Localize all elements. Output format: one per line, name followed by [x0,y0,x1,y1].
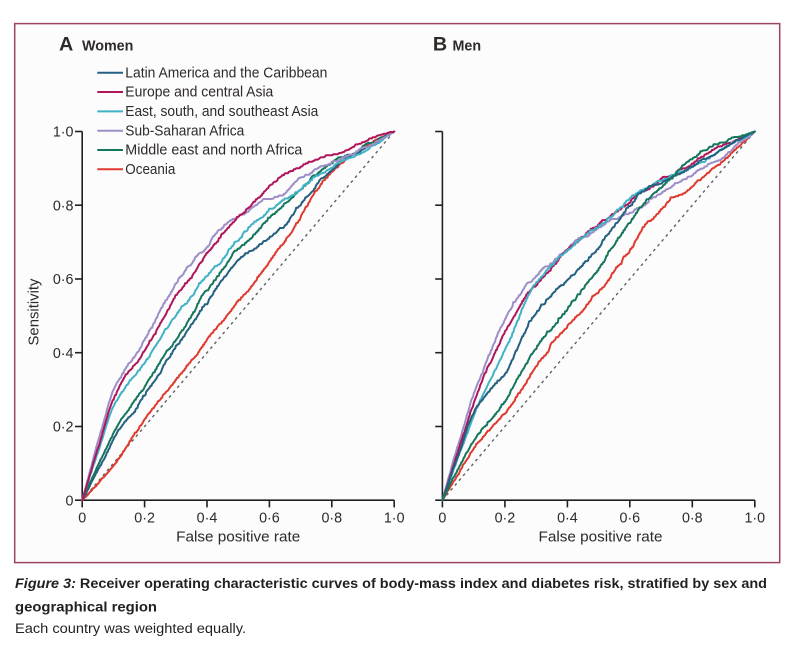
svg-text:Latin America and the Caribbea: Latin America and the Caribbean [125,65,327,81]
svg-text:0: 0 [438,511,446,527]
svg-text:0·8: 0·8 [321,511,342,527]
svg-text:1·0: 1·0 [384,511,405,527]
svg-text:0·2: 0·2 [495,511,516,527]
svg-text:0·4: 0·4 [53,346,74,362]
svg-text:0·2: 0·2 [53,420,74,436]
svg-text:geographical region: geographical region [15,599,157,615]
svg-text:1·0: 1·0 [744,511,765,527]
svg-text:Men: Men [453,39,482,55]
svg-text:East, south, and southeast Asi: East, south, and southeast Asia [125,104,318,120]
svg-text:Women: Women [82,39,133,55]
svg-text:0·8: 0·8 [53,198,74,214]
svg-text:0·8: 0·8 [682,511,703,527]
svg-text:Figure 3: Receiver operating c: Figure 3: Receiver operating characteris… [15,576,767,592]
svg-text:0·4: 0·4 [197,511,218,527]
svg-text:0: 0 [78,511,86,527]
svg-text:0: 0 [66,493,74,509]
svg-text:0·6: 0·6 [259,511,280,527]
svg-text:A: A [59,34,73,56]
svg-text:Each country was weighted equa: Each country was weighted equally. [15,621,246,637]
svg-text:0·6: 0·6 [53,272,74,288]
svg-text:1·0: 1·0 [53,125,74,141]
svg-text:Sub-Saharan Africa: Sub-Saharan Africa [125,123,244,139]
svg-text:False positive rate: False positive rate [539,530,663,546]
svg-text:0·2: 0·2 [134,511,155,527]
svg-text:Middle east and north Africa: Middle east and north Africa [125,143,302,159]
svg-text:Sensitivity: Sensitivity [27,278,43,346]
svg-text:0·6: 0·6 [619,511,640,527]
svg-text:B: B [433,34,447,56]
svg-text:False positive rate: False positive rate [176,530,300,546]
svg-text:Oceania: Oceania [125,162,175,178]
svg-text:0·4: 0·4 [557,511,578,527]
svg-text:Europe and central Asia: Europe and central Asia [125,85,273,101]
